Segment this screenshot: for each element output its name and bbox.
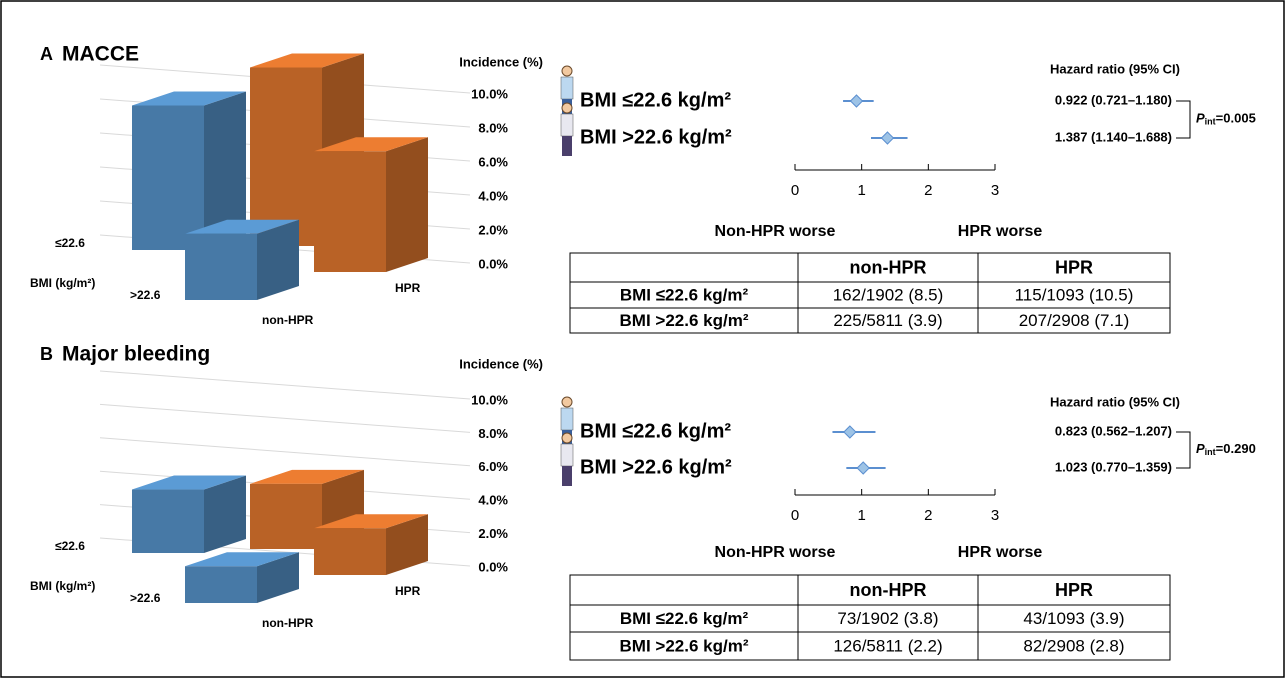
forest-header: Hazard ratio (95% CI) [1050,394,1180,409]
forest-header: Hazard ratio (95% CI) [1050,61,1180,76]
x-tick-label: 2 [924,182,932,199]
direction-label: Non-HPR worse [715,223,836,240]
y-tick-label: 6.0% [478,154,508,169]
person-icon [562,433,572,443]
table-cell: 126/5811 (2.2) [833,636,942,655]
row-label: BMI ≤22.6 kg/m² [580,89,731,111]
y-tick-label: 10.0% [471,86,508,101]
x-axis-title: BMI (kg/m²) [30,276,95,290]
table-row-label: BMI >22.6 kg/m² [620,311,749,330]
panel-letter: B [40,344,53,364]
panel-letter: A [40,44,53,64]
table-header: non-HPR [850,580,927,600]
x-tick-label: 2 [924,507,932,524]
panel-title: MACCE [62,43,139,66]
person-icon [562,103,572,113]
person-icon [562,66,572,76]
table-cell: 225/5811 (3.9) [833,311,942,330]
x-tick-label: 3 [991,507,999,524]
person-icon [561,444,573,466]
person-icon [561,114,573,136]
series-label: HPR [395,281,421,295]
category-label: >22.6 [130,288,161,302]
p-value: =0.290 [1216,441,1256,456]
series-label: non-HPR [262,313,314,327]
bar [314,137,428,272]
direction-label: Non-HPR worse [715,544,836,561]
y-tick-label: 10.0% [471,392,508,407]
y-tick-label: 6.0% [478,459,508,474]
table-cell: 207/2908 (7.1) [1019,311,1130,330]
row-label: BMI >22.6 kg/m² [580,456,732,478]
bar-front [250,484,322,549]
bar [185,220,299,300]
y-tick-label: 0.0% [478,559,508,574]
person-icon [562,466,572,486]
bar-front [250,68,322,247]
x-tick-label: 3 [991,182,999,199]
y-tick-label: 8.0% [478,120,508,135]
value-label: 1.387 (1.140–1.688) [1055,129,1172,144]
table-row-label: BMI >22.6 kg/m² [620,636,749,655]
person-icon [562,136,572,156]
table-header: HPR [1055,580,1093,600]
figure: A MACCE B Major bleeding Incidence (%) 0.0% 2.… [0,0,1285,678]
bar-front [185,234,257,300]
y-axis-title: Incidence (%) [459,356,543,371]
category-label: >22.6 [130,591,161,605]
table-cell: 115/1093 (10.5) [1015,285,1134,304]
y-tick-label: 0.0% [478,256,508,271]
person-icon [562,397,572,407]
p-subscript: int [1205,447,1216,457]
y-tick-label: 4.0% [478,493,508,508]
bar [314,514,428,575]
x-axis-title: BMI (kg/m²) [30,579,95,593]
series-label: non-HPR [262,616,314,630]
bar [132,476,246,553]
series-label: HPR [395,584,421,598]
table-cell: 43/1093 (3.9) [1023,609,1124,628]
bar-side [257,220,299,300]
p-symbol: P [1196,441,1205,456]
x-tick-label: 0 [791,182,799,199]
direction-label: HPR worse [958,223,1043,240]
x-tick-label: 1 [857,182,865,199]
p-subscript: int [1205,117,1216,127]
table-header: HPR [1055,257,1093,277]
category-label: ≤22.6 [55,236,85,250]
x-tick-label: 1 [857,507,865,524]
value-label: 0.823 (0.562–1.207) [1055,423,1172,438]
y-tick-label: 8.0% [478,426,508,441]
p-symbol: P [1196,111,1205,126]
y-tick-label: 2.0% [478,222,508,237]
y-tick-label: 4.0% [478,188,508,203]
panel-title: Major bleeding [62,343,210,366]
row-label: BMI >22.6 kg/m² [580,126,732,148]
table-row-label: BMI ≤22.6 kg/m² [620,285,749,304]
person-icon [561,408,573,430]
x-tick-label: 0 [791,507,799,524]
bar-front [185,566,257,603]
bar-front [314,528,386,575]
value-label: 1.023 (0.770–1.359) [1055,459,1172,474]
bar-front [132,106,204,251]
p-value: =0.005 [1216,111,1256,126]
direction-label: HPR worse [958,544,1043,561]
y-axis-title: Incidence (%) [459,54,543,69]
row-label: BMI ≤22.6 kg/m² [580,420,731,442]
bar-side [386,137,428,272]
bar-front [132,490,204,553]
table-cell: 73/1902 (3.8) [837,609,938,628]
table-row-label: BMI ≤22.6 kg/m² [620,609,749,628]
table-header: non-HPR [850,257,927,277]
person-icon [561,77,573,99]
value-label: 0.922 (0.721–1.180) [1055,92,1172,107]
category-label: ≤22.6 [55,539,85,553]
y-tick-label: 2.0% [478,526,508,541]
table-cell: 162/1902 (8.5) [833,285,944,304]
table-cell: 82/2908 (2.8) [1023,636,1124,655]
bar-front [314,151,386,272]
